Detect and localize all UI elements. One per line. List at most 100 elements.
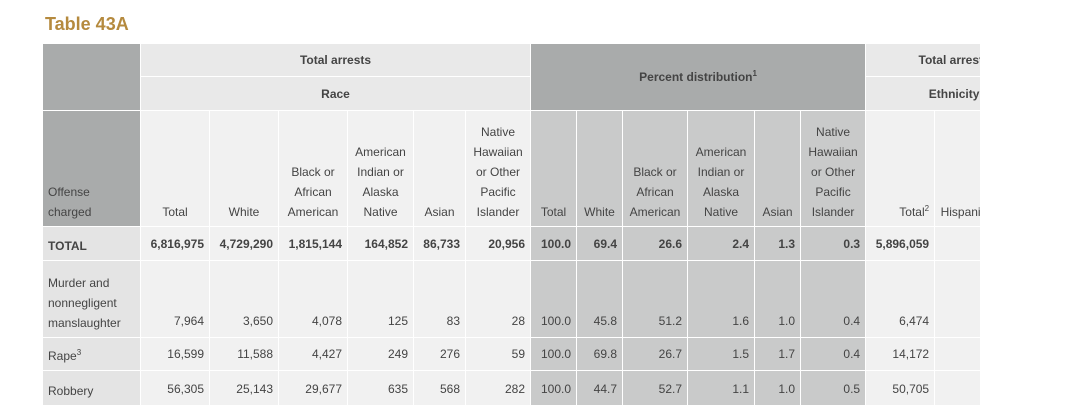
- data-cell: 100.0: [530, 260, 578, 338]
- column-header: American Indian or Alaska Native: [347, 110, 414, 227]
- data-cell: 52.7: [622, 370, 689, 405]
- header-text: Percent distribution: [639, 70, 753, 84]
- data-cell: 50,705: [865, 370, 936, 405]
- offense-text: TOTAL: [48, 239, 87, 253]
- table-row: Rape3 16,599 11,588 4,427 249 276 59 100.0 69.8 2…: [42, 337, 980, 371]
- data-cell: 4,078: [278, 260, 348, 338]
- data-cell: 1.7: [754, 337, 802, 371]
- column-header: Asian: [413, 110, 466, 227]
- data-cell: 14,172: [865, 337, 936, 371]
- data-cell: 51.2: [622, 260, 689, 338]
- data-cell: 44.7: [576, 370, 624, 405]
- group-header: Percent distribution1: [530, 43, 867, 111]
- data-cell: 0.4: [800, 337, 867, 371]
- data-cell: 100.0: [530, 226, 578, 261]
- header-text: Total: [899, 205, 925, 219]
- column-header: Asian: [754, 110, 802, 227]
- group-header: Race: [139, 76, 532, 111]
- data-cell: 635: [347, 370, 414, 405]
- column-header: Black or African American: [622, 110, 689, 227]
- data-cell: 0.4: [800, 260, 867, 338]
- data-cell: 29,677: [278, 370, 348, 405]
- offense-cell: Robbery: [42, 370, 141, 405]
- data-cell: 7,964: [140, 260, 210, 338]
- data-cell: 4,729,290: [209, 226, 279, 261]
- data-cell: 26.7: [622, 337, 689, 371]
- data-cell: 0.5: [800, 370, 867, 405]
- offense-cell: Murder and nonnegligent manslaughter: [42, 260, 141, 338]
- offense-text: Rape: [48, 349, 77, 363]
- footnote-mark: 1: [752, 69, 757, 78]
- data-cell: 1.3: [754, 226, 802, 261]
- data-cell: 2.4: [687, 226, 756, 261]
- data-cell: 16,599: [140, 337, 210, 371]
- data-cell: 6,474: [865, 260, 936, 338]
- corner-cell: [42, 43, 141, 111]
- table: Total arrests Percent distribution1 Tota…: [42, 43, 980, 405]
- data-cell: 11,588: [209, 337, 279, 371]
- data-cell: 4,427: [278, 337, 348, 371]
- data-cell: 1.0: [754, 260, 802, 338]
- data-cell: 69.4: [576, 226, 624, 261]
- offense-cell: Rape3: [42, 337, 141, 371]
- column-header: Native Hawaiian or Other Pacific Islande…: [464, 110, 532, 227]
- data-cell: 1.0: [754, 370, 802, 405]
- data-cell: 125: [347, 260, 414, 338]
- data-cell: 12,0: [934, 370, 980, 405]
- data-cell: 56,305: [140, 370, 210, 405]
- data-cell: 276: [413, 337, 466, 371]
- table-title: Table 43A: [45, 14, 129, 34]
- data-cell: 28: [464, 260, 532, 338]
- column-header: Offense charged: [42, 110, 141, 227]
- data-cell: 1.5: [687, 337, 756, 371]
- column-header: Native Hawaiian or Other Pacific Islande…: [800, 110, 867, 227]
- column-header: White: [576, 110, 624, 227]
- column-header: Total: [530, 110, 578, 227]
- data-cell: 1,126,8: [934, 226, 980, 261]
- footnote-mark: 3: [76, 348, 82, 357]
- data-cell: 164,852: [347, 226, 414, 261]
- data-cell: 1,815,144: [278, 226, 348, 261]
- data-cell: 59: [464, 337, 532, 371]
- data-cell: 25,143: [209, 370, 279, 405]
- footnote-mark: 2: [924, 204, 930, 213]
- data-cell: 69.8: [576, 337, 624, 371]
- column-header: Hispanic or Latino: [934, 110, 980, 227]
- data-cell: 1.1: [687, 370, 756, 405]
- column-header: Total2: [865, 110, 936, 227]
- data-cell: 1,3: [934, 260, 980, 338]
- data-cell: 568: [413, 370, 466, 405]
- data-cell: 26.6: [622, 226, 689, 261]
- table-row: Murder and nonnegligent manslaughter 7,96…: [42, 260, 980, 338]
- offense-text: Murder and nonnegligent manslaughter: [48, 276, 121, 330]
- offense-cell: TOTAL: [42, 226, 141, 261]
- column-header-row: Offense charged Total White Black or Africa…: [42, 110, 980, 227]
- data-cell: 1.6: [687, 260, 756, 338]
- column-header: White: [209, 110, 279, 227]
- data-cell: 100.0: [530, 370, 578, 405]
- column-header: Total: [140, 110, 210, 227]
- data-cell: 5,896,059: [865, 226, 936, 261]
- data-cell: 6,816,975: [140, 226, 210, 261]
- data-cell: 3,650: [209, 260, 279, 338]
- column-header: American Indian or Alaska Native: [687, 110, 756, 227]
- table-row: TOTAL 6,816,975 4,729,290 1,815,144 164,852 8…: [42, 226, 980, 261]
- data-cell: 83: [413, 260, 466, 338]
- data-cell: 3,9: [934, 337, 980, 371]
- data-cell: 45.8: [576, 260, 624, 338]
- group-header: Ethnicity: [865, 76, 980, 111]
- group-header: Total arrests: [865, 43, 980, 77]
- data-cell: 249: [347, 337, 414, 371]
- table-body: TOTAL 6,816,975 4,729,290 1,815,144 164,852 8…: [42, 226, 980, 405]
- data-cell: 100.0: [530, 337, 578, 371]
- column-header: Black or African American: [278, 110, 348, 227]
- table-row: Robbery 56,305 25,143 29,677 635 568 282 100.0 4…: [42, 370, 980, 405]
- data-cell: 0.3: [800, 226, 867, 261]
- data-cell: 20,956: [464, 226, 532, 261]
- data-cell: 282: [464, 370, 532, 405]
- group-header: Total arrests: [139, 43, 532, 77]
- table-wrap: Total arrests Percent distribution1 Tota…: [42, 43, 980, 405]
- offense-text: Robbery: [48, 384, 94, 398]
- data-cell: 86,733: [413, 226, 466, 261]
